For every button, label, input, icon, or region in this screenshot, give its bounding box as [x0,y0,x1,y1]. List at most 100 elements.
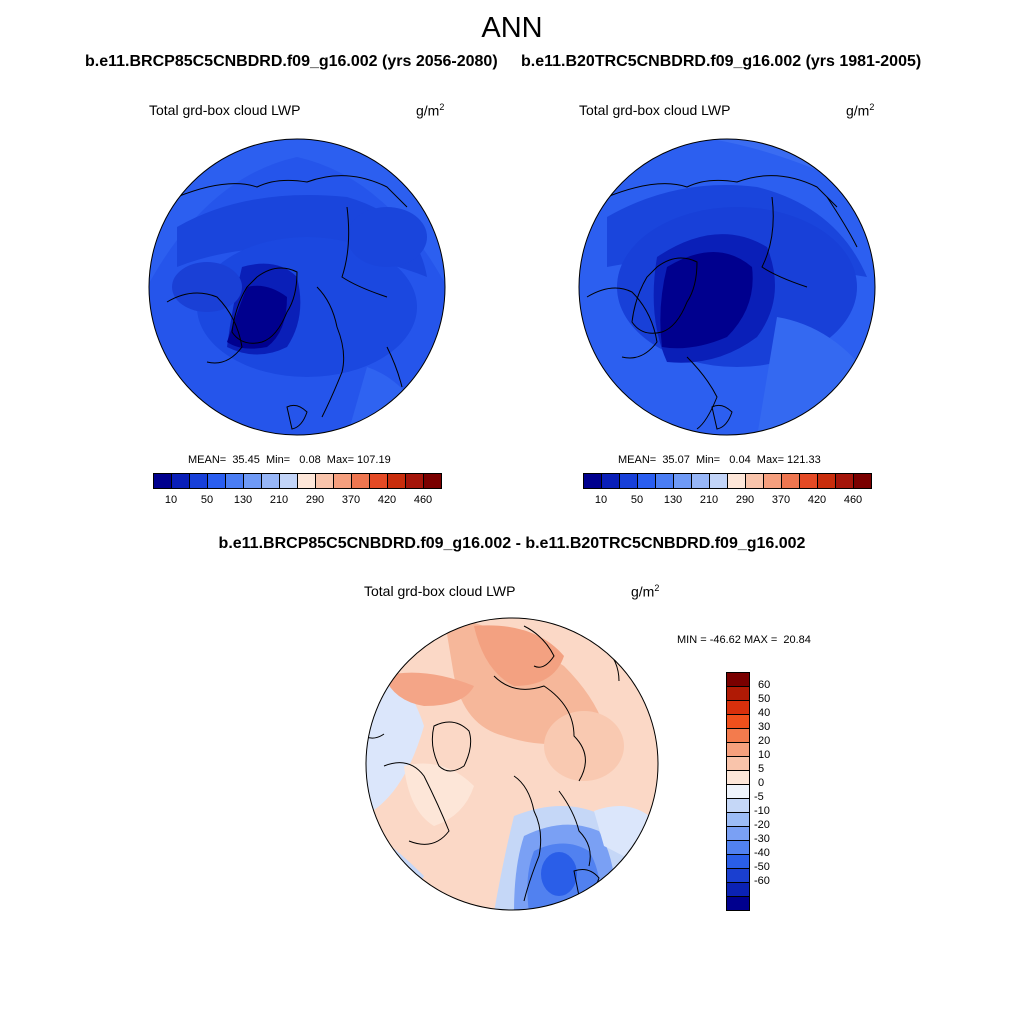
colorbar-swatch [351,473,370,489]
colorbar-swatch [423,473,442,489]
colorbar-tick-label: 0 [758,777,765,789]
colorbar-tick-label: 50 [630,494,644,506]
colorbar-swatch [726,770,750,785]
colorbar-tick-label: 10 [758,749,771,761]
colorbar-tick-label: 5 [758,763,765,775]
colorbar-swatch [583,473,602,489]
colorbar-tick-label: 50 [758,693,771,705]
colorbar-swatch [727,473,746,489]
colorbar-swatch [781,473,800,489]
colorbar-swatch [207,473,226,489]
colorbar-tick-label: -40 [754,847,770,859]
colorbar-swatch [726,742,750,757]
colorbar-swatch [297,473,316,489]
right-panel-units: g/m2 [846,102,875,119]
diff-polar-map [365,617,659,911]
colorbar-tick-label: 210 [699,494,719,506]
colorbar-swatch [171,473,190,489]
colorbar-tick-label: 210 [269,494,289,506]
colorbar-tick-label: 60 [758,679,771,691]
colorbar-swatch [726,714,750,729]
colorbar-tick-label: 420 [807,494,827,506]
left-polar-map [148,138,446,436]
colorbar-tick-label: 460 [413,494,433,506]
colorbar-swatch [835,473,854,489]
left-panel-units: g/m2 [416,102,445,119]
colorbar-swatch [655,473,674,489]
figure-title: ANN [481,12,543,44]
colorbar-swatch [726,868,750,883]
diff-panel-stats: MIN = -46.62 MAX = 20.84 [677,634,811,646]
colorbar-swatch [726,882,750,897]
colorbar-swatch [333,473,352,489]
colorbar-tick-label: 30 [758,721,771,733]
colorbar-swatch [763,473,782,489]
colorbar-swatch [726,728,750,743]
colorbar-swatch [637,473,656,489]
colorbar-swatch [153,473,172,489]
right-colorbar [583,473,872,489]
colorbar-swatch [726,812,750,827]
colorbar-swatch [601,473,620,489]
colorbar-swatch [387,473,406,489]
left-colorbar-labels: 10 50 130 210 290 370 420 460 [153,494,441,508]
colorbar-swatch [619,473,638,489]
right-panel-stats: MEAN= 35.07 Min= 0.04 Max= 121.33 [618,454,821,466]
colorbar-tick-label: 40 [758,707,771,719]
colorbar-swatch [726,826,750,841]
diff-panel-label: Total grd-box cloud LWP [364,583,516,599]
left-colorbar [153,473,442,489]
colorbar-swatch [726,896,750,911]
colorbar-tick-label: 370 [341,494,361,506]
colorbar-tick-label: -5 [754,791,764,803]
colorbar-swatch [726,686,750,701]
colorbar-tick-label: 370 [771,494,791,506]
colorbar-tick-label: 460 [843,494,863,506]
colorbar-swatch [369,473,388,489]
colorbar-swatch [315,473,334,489]
colorbar-tick-label: -60 [754,875,770,887]
colorbar-swatch [799,473,818,489]
diff-colorbar-labels: 60 50 40 30 20 10 5 0 -5 -10 -20 -30 -40 -50 -60 [754,672,798,910]
colorbar-swatch [709,473,728,489]
colorbar-swatch [691,473,710,489]
colorbar-swatch [745,473,764,489]
colorbar-swatch [726,672,750,687]
case2-title: b.e11.B20TRC5CNBDRD.f09_g16.002 (yrs 198… [521,53,922,70]
diff-title: b.e11.BRCP85C5CNBDRD.f09_g16.002 - b.e11… [218,535,806,552]
colorbar-tick-label: 130 [233,494,253,506]
colorbar-swatch [673,473,692,489]
colorbar-swatch [726,756,750,771]
colorbar-tick-label: -30 [754,833,770,845]
colorbar-tick-label: -10 [754,805,770,817]
colorbar-swatch [243,473,262,489]
colorbar-swatch [726,798,750,813]
colorbar-tick-label: 130 [663,494,683,506]
colorbar-tick-label: 290 [305,494,325,506]
colorbar-swatch [726,784,750,799]
colorbar-tick-label: -50 [754,861,770,873]
colorbar-tick-label: 290 [735,494,755,506]
left-panel-label: Total grd-box cloud LWP [149,102,301,118]
colorbar-swatch [726,700,750,715]
case1-title: b.e11.BRCP85C5CNBDRD.f09_g16.002 (yrs 20… [85,53,498,70]
colorbar-tick-label: 10 [164,494,178,506]
colorbar-swatch [726,854,750,869]
colorbar-swatch [726,840,750,855]
right-panel-label: Total grd-box cloud LWP [579,102,731,118]
diff-panel-units: g/m2 [631,583,660,600]
colorbar-swatch [405,473,424,489]
right-colorbar-labels: 10 50 130 210 290 370 420 460 [583,494,871,508]
colorbar-swatch [225,473,244,489]
colorbar-tick-label: 20 [758,735,771,747]
colorbar-tick-label: 10 [594,494,608,506]
left-panel-stats: MEAN= 35.45 Min= 0.08 Max= 107.19 [188,454,391,466]
colorbar-swatch [189,473,208,489]
colorbar-tick-label: 50 [200,494,214,506]
colorbar-tick-label: 420 [377,494,397,506]
colorbar-swatch [279,473,298,489]
right-polar-map [578,138,876,436]
diff-colorbar [726,672,750,911]
colorbar-tick-label: -20 [754,819,770,831]
colorbar-swatch [817,473,836,489]
